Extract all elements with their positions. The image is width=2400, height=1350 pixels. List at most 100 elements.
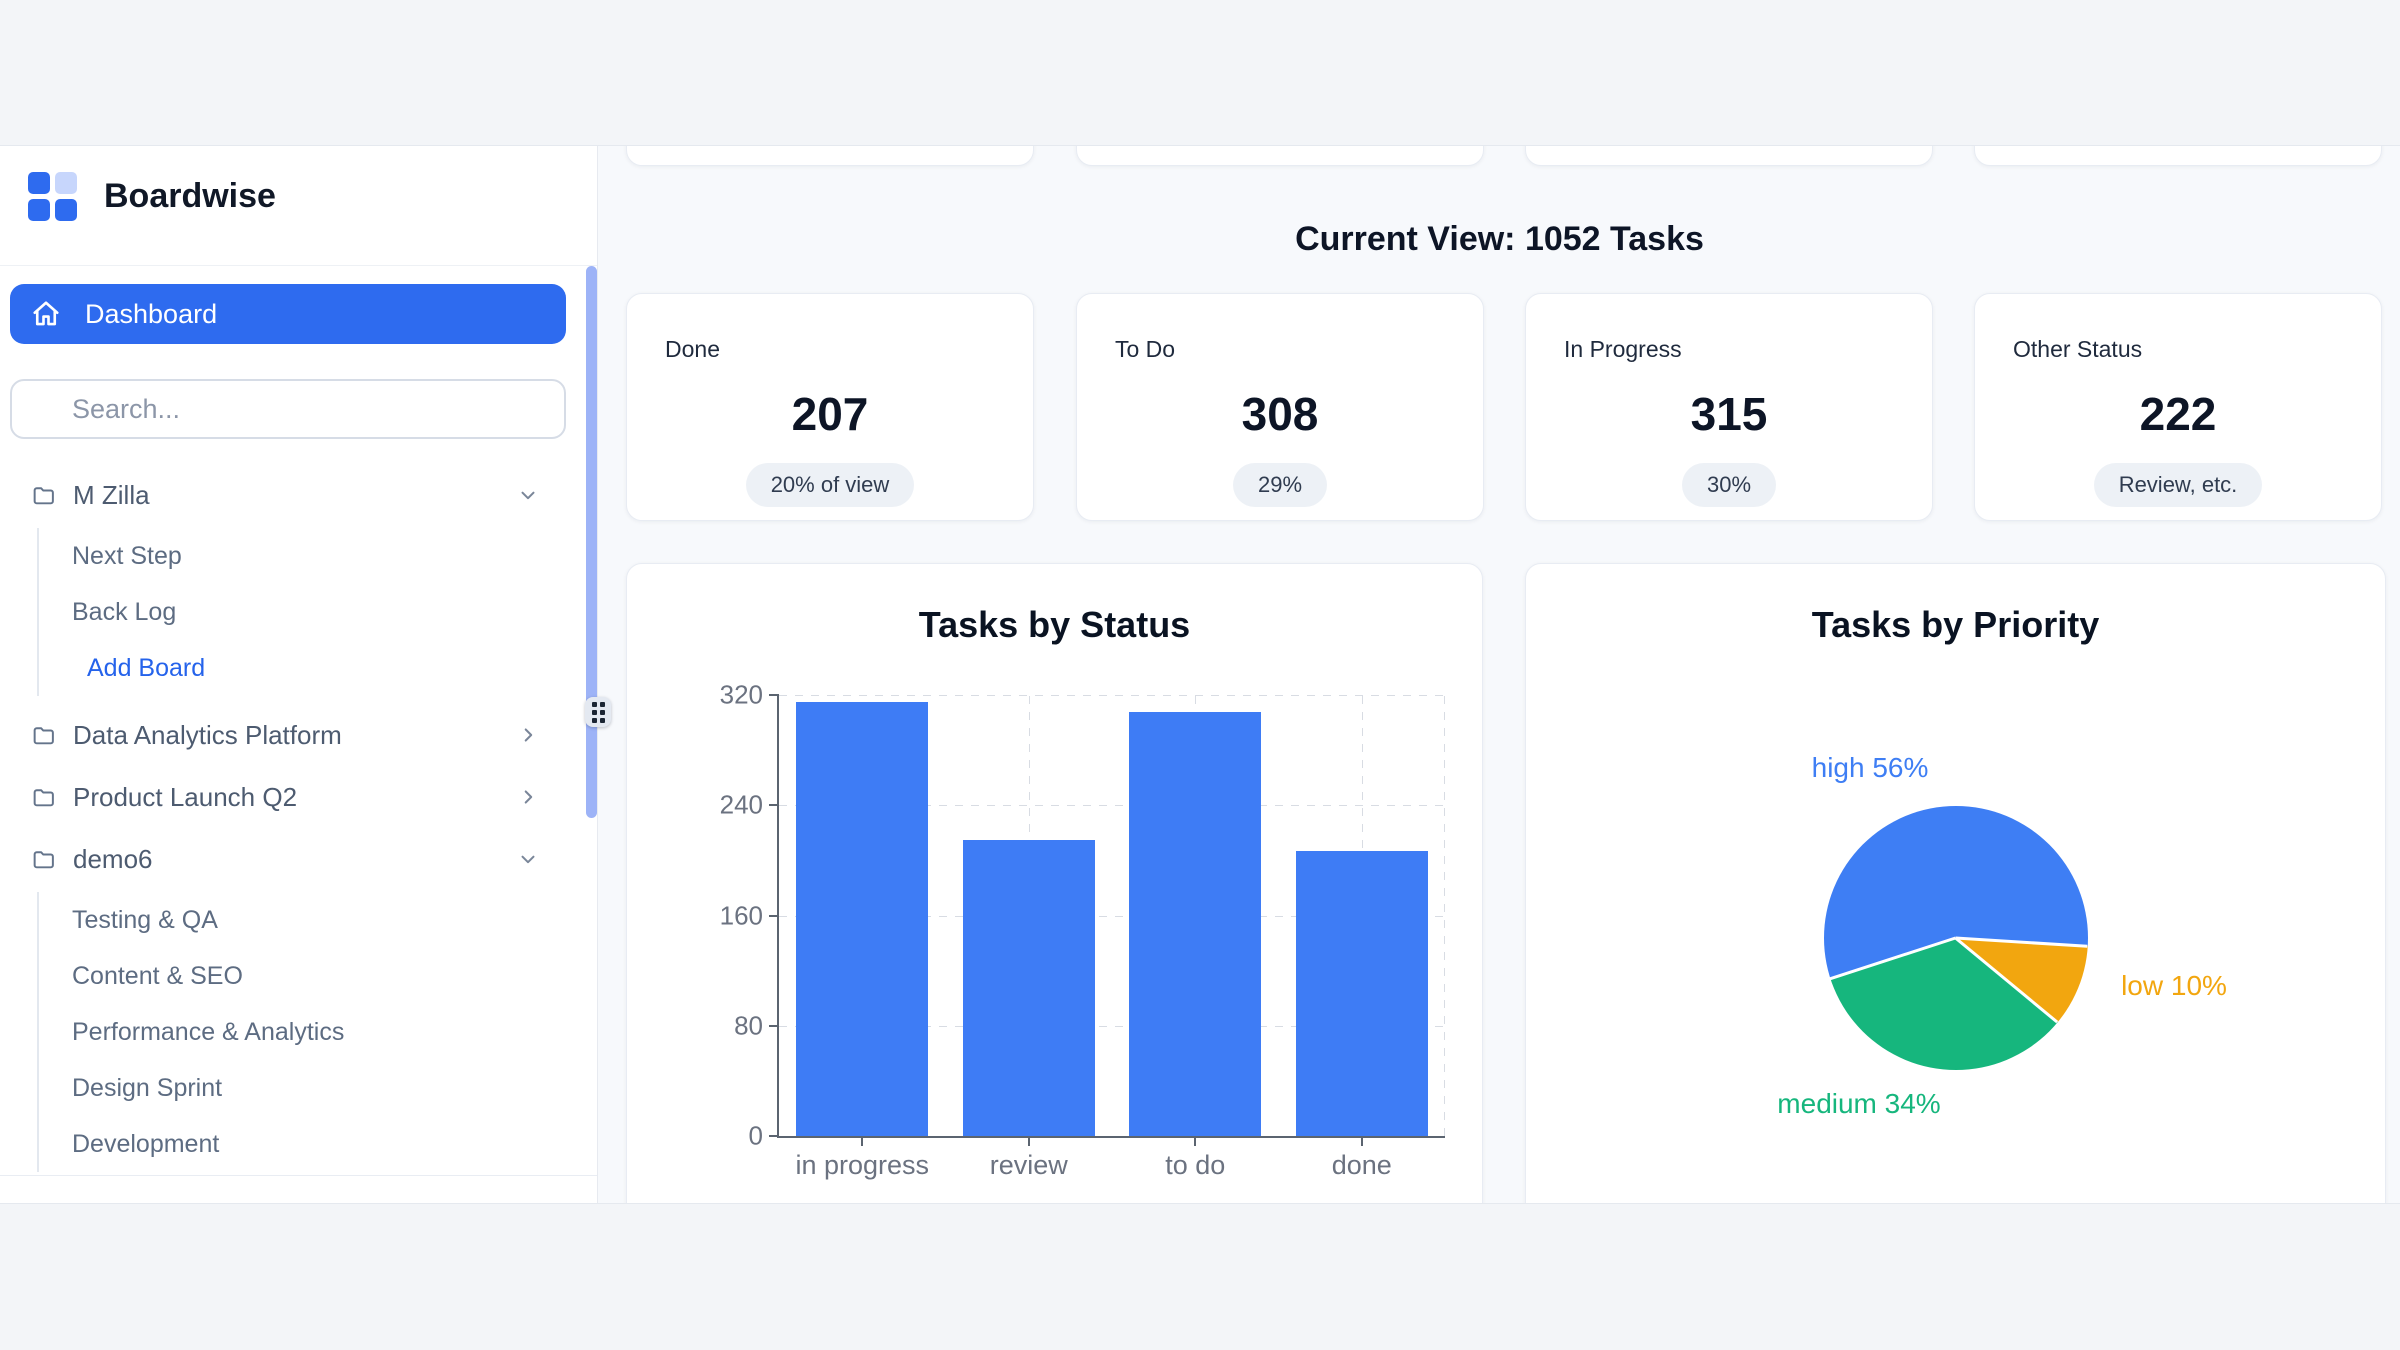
sidebar-item-add-board[interactable]: Add Board — [87, 653, 206, 682]
y-axis-tick-label: 0 — [748, 1120, 763, 1151]
bar-to-do — [1129, 711, 1262, 1136]
sidebar-group-label: demo6 — [73, 843, 153, 874]
main-content: Current View: 1052 Tasks Done 207 20% of v… — [599, 146, 2400, 1203]
board-nav: M Zilla Next Step Back Log Add Board Data An… — [0, 464, 597, 1176]
y-axis-tick-label: 320 — [719, 679, 763, 710]
folder-icon — [33, 486, 54, 504]
peeking-card — [1525, 146, 1933, 166]
app-title: Boardwise — [104, 177, 276, 215]
bar-chart-gridline — [779, 915, 1445, 917]
pie-label-medium: medium 34% — [1777, 1088, 1941, 1119]
tasks-by-status-card: Tasks by Status 0 80 160 240 320 in progress r… — [626, 563, 1483, 1203]
folder-icon — [33, 850, 54, 868]
sidebar-scrollbar-thumb[interactable] — [586, 266, 597, 818]
search-input[interactable] — [10, 379, 566, 439]
sidebar-group-demo6[interactable]: demo6 — [0, 828, 597, 890]
peeking-card — [1076, 146, 1484, 166]
pie-slice-separator — [1954, 936, 2059, 1024]
y-axis-tick-label: 240 — [719, 789, 763, 820]
sidebar-item-performance-analytics[interactable]: Performance & Analytics — [72, 1017, 345, 1046]
pie-label-high: high 56% — [1811, 752, 1929, 783]
stat-card-done: Done 207 20% of view — [626, 293, 1034, 521]
chevron-down-icon[interactable] — [517, 484, 539, 506]
stat-card-value: 308 — [1241, 388, 1319, 440]
dashboard-label: Dashboard — [85, 298, 218, 329]
sidebar-item-content-seo[interactable]: Content & SEO — [72, 961, 243, 990]
bar-chart-gridline — [779, 695, 1445, 696]
y-axis-tick — [769, 1024, 779, 1027]
stat-card-other-status: Other Status 222 Review, etc. — [1974, 293, 2382, 521]
stat-card-in-progress: In Progress 315 30% — [1525, 293, 1933, 521]
stat-card-label: In Progress — [1564, 336, 1682, 362]
boardwise-logo-icon — [28, 172, 78, 221]
bar-review — [962, 839, 1095, 1136]
pie-label-low: low 10% — [2121, 970, 2227, 1001]
sidebar-group-data-analytics-platform[interactable]: Data Analytics Platform — [0, 704, 597, 766]
x-axis-tick — [1194, 1136, 1197, 1146]
stat-card-to-do: To Do 308 29% — [1076, 293, 1484, 521]
chevron-right-icon[interactable] — [517, 786, 539, 808]
pie-slice-separator — [1955, 936, 2088, 948]
sidebar-resize-handle[interactable] — [585, 697, 611, 727]
x-axis-tick-label: to do — [1165, 1150, 1226, 1180]
sidebar: Boardwise Dashboard M Zilla Next Step Back… — [0, 146, 611, 1203]
sidebar-group-label: Data Analytics Platform — [73, 719, 342, 750]
stat-card-badge: 29% — [1232, 463, 1328, 507]
bar-chart-plot: 0 80 160 240 320 in progress review to do done — [720, 680, 1445, 1180]
current-view-heading: Current View: 1052 Tasks — [1295, 220, 1704, 258]
y-axis-tick-label: 80 — [734, 1010, 763, 1041]
priority-pie-chart — [1824, 806, 2088, 1070]
home-icon — [33, 301, 59, 326]
y-axis-tick — [769, 804, 779, 807]
y-axis-tick — [769, 1135, 779, 1137]
bar-done — [1295, 850, 1428, 1136]
bar-chart-gridline — [779, 805, 1445, 807]
stat-card-badge: 30% — [1681, 463, 1777, 507]
stat-card-value: 222 — [2139, 388, 2217, 440]
chevron-down-icon[interactable] — [517, 848, 539, 870]
bar-chart-gridline — [1444, 695, 1445, 1136]
dashboard-button[interactable]: Dashboard — [10, 284, 566, 344]
sidebar-item-next-step[interactable]: Next Step — [72, 541, 182, 570]
sidebar-group-m-zilla[interactable]: M Zilla — [0, 464, 597, 526]
bar-chart-title: Tasks by Status — [918, 604, 1191, 645]
chevron-right-icon[interactable] — [517, 724, 539, 746]
stat-card-badge: Review, etc. — [2093, 463, 2263, 507]
app-window: Boardwise Dashboard M Zilla Next Step Back… — [0, 145, 2400, 1204]
x-axis-tick — [861, 1136, 864, 1146]
sidebar-group-label: M Zilla — [73, 479, 150, 510]
sidebar-group-label: Product Launch Q2 — [73, 781, 298, 812]
sidebar-sublist: Testing & QA Content & SEO Performance & A… — [37, 892, 597, 1172]
stat-card-label: Other Status — [2013, 336, 2143, 362]
sidebar-sublist: Next Step Back Log Add Board — [37, 528, 597, 696]
folder-icon — [33, 788, 54, 806]
sidebar-item-testing-qa[interactable]: Testing & QA — [72, 905, 218, 934]
peeking-card — [626, 146, 1034, 166]
stat-card-label: To Do — [1115, 336, 1176, 362]
x-axis-tick-label: review — [989, 1150, 1068, 1180]
search-box — [10, 379, 566, 439]
pie-chart-title: Tasks by Priority — [1811, 604, 2100, 645]
sidebar-item-development[interactable]: Development — [72, 1129, 220, 1158]
y-axis-tick — [769, 914, 779, 917]
stat-card-value: 315 — [1690, 388, 1768, 440]
y-axis-tick — [769, 694, 779, 696]
pie-slice-separator — [1829, 936, 1956, 981]
y-axis-tick-label: 160 — [719, 900, 763, 930]
folder-icon — [33, 726, 54, 744]
sidebar-group-product-launch-q2[interactable]: Product Launch Q2 — [0, 766, 597, 828]
sidebar-header: Boardwise — [0, 146, 597, 266]
sidebar-item-design-sprint[interactable]: Design Sprint — [72, 1073, 223, 1102]
sidebar-item-back-log[interactable]: Back Log — [72, 597, 177, 626]
stat-card-value: 207 — [791, 388, 869, 440]
x-axis-tick-label: in progress — [795, 1150, 930, 1180]
peeking-card — [1974, 146, 2382, 166]
stat-card-badge: 20% of view — [745, 463, 915, 507]
stat-card-label: Done — [665, 336, 720, 362]
x-axis-tick — [1360, 1136, 1363, 1146]
bar-in-progress — [796, 701, 929, 1136]
x-axis-tick — [1027, 1136, 1030, 1146]
bar-chart-gridline — [779, 1025, 1445, 1027]
tasks-by-priority-card: Tasks by Priority high 56% low 10% mediu… — [1525, 563, 2386, 1203]
